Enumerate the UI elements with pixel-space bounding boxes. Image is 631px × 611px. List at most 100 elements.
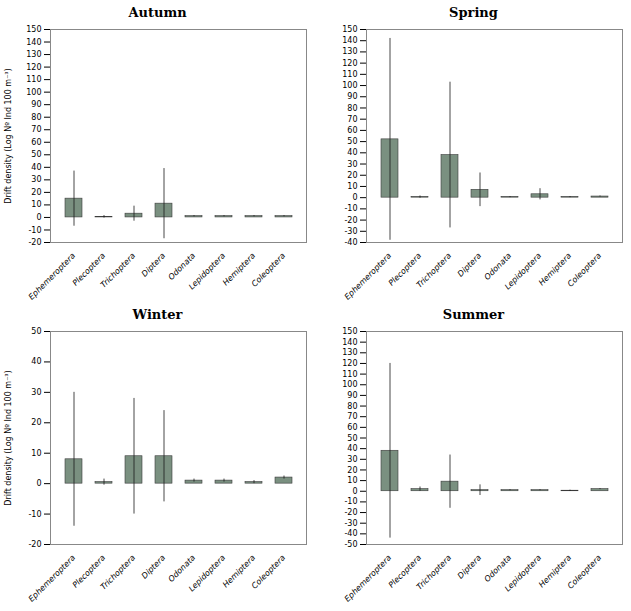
svg-text:Ephemeroptera: Ephemeroptera bbox=[26, 251, 77, 302]
svg-text:100: 100 bbox=[26, 88, 41, 97]
svg-text:Ephemeroptera: Ephemeroptera bbox=[342, 251, 393, 302]
svg-text:30: 30 bbox=[31, 388, 41, 397]
svg-text:110: 110 bbox=[342, 370, 357, 379]
svg-text:40: 40 bbox=[31, 357, 41, 366]
svg-text:30: 30 bbox=[31, 175, 41, 184]
svg-text:10: 10 bbox=[31, 449, 41, 458]
svg-text:0: 0 bbox=[352, 193, 357, 202]
svg-text:Plecoptera: Plecoptera bbox=[386, 553, 423, 590]
svg-text:Plecoptera: Plecoptera bbox=[70, 553, 107, 590]
svg-text:50: 50 bbox=[347, 137, 357, 146]
svg-text:120: 120 bbox=[342, 359, 357, 368]
svg-text:Diptera: Diptera bbox=[139, 553, 166, 580]
svg-text:Trichoptera: Trichoptera bbox=[98, 553, 137, 592]
svg-text:90: 90 bbox=[347, 391, 357, 400]
svg-text:50: 50 bbox=[31, 327, 41, 336]
svg-text:-30: -30 bbox=[344, 227, 357, 236]
svg-text:70: 70 bbox=[347, 412, 357, 421]
svg-text:130: 130 bbox=[342, 348, 357, 357]
svg-text:Lepidoptera: Lepidoptera bbox=[186, 553, 226, 593]
svg-text:120: 120 bbox=[342, 59, 357, 68]
svg-text:40: 40 bbox=[347, 444, 357, 453]
svg-text:-10: -10 bbox=[344, 497, 357, 506]
svg-text:Diptera: Diptera bbox=[455, 251, 482, 278]
svg-text:150: 150 bbox=[342, 327, 357, 336]
svg-text:Ephemeroptera: Ephemeroptera bbox=[342, 553, 393, 604]
svg-text:60: 60 bbox=[31, 138, 41, 147]
svg-text:Diptera: Diptera bbox=[139, 251, 166, 278]
svg-text:40: 40 bbox=[347, 148, 357, 157]
svg-text:Trichoptera: Trichoptera bbox=[414, 553, 453, 592]
svg-text:20: 20 bbox=[31, 418, 41, 427]
svg-text:140: 140 bbox=[342, 338, 357, 347]
svg-text:20: 20 bbox=[31, 188, 41, 197]
svg-text:20: 20 bbox=[347, 466, 357, 475]
svg-text:Trichoptera: Trichoptera bbox=[414, 251, 453, 290]
svg-text:100: 100 bbox=[342, 380, 357, 389]
svg-text:Hemiptera: Hemiptera bbox=[220, 553, 257, 590]
svg-text:Coleoptera: Coleoptera bbox=[249, 251, 286, 288]
svg-text:Drift density (Log Nº Ind 100: Drift density (Log Nº Ind 100 m⁻³) bbox=[4, 370, 13, 505]
svg-text:-20: -20 bbox=[344, 216, 357, 225]
svg-text:Coleoptera: Coleoptera bbox=[565, 553, 602, 590]
svg-text:Diptera: Diptera bbox=[455, 553, 482, 580]
svg-text:Trichoptera: Trichoptera bbox=[98, 251, 137, 290]
svg-text:150: 150 bbox=[342, 25, 357, 34]
svg-text:10: 10 bbox=[347, 182, 357, 191]
svg-text:70: 70 bbox=[31, 125, 41, 134]
svg-text:20: 20 bbox=[347, 171, 357, 180]
svg-text:30: 30 bbox=[347, 455, 357, 464]
svg-text:-50: -50 bbox=[344, 540, 357, 549]
svg-text:140: 140 bbox=[342, 36, 357, 45]
svg-text:Coleoptera: Coleoptera bbox=[249, 553, 286, 590]
svg-text:140: 140 bbox=[26, 38, 41, 47]
svg-text:60: 60 bbox=[347, 126, 357, 135]
svg-text:110: 110 bbox=[26, 75, 41, 84]
svg-text:80: 80 bbox=[31, 113, 41, 122]
svg-text:Odonata: Odonata bbox=[482, 553, 513, 584]
svg-text:Plecoptera: Plecoptera bbox=[70, 251, 107, 288]
svg-text:0: 0 bbox=[352, 487, 357, 496]
svg-text:30: 30 bbox=[347, 160, 357, 169]
svg-text:-30: -30 bbox=[344, 519, 357, 528]
svg-text:Hemiptera: Hemiptera bbox=[536, 251, 573, 288]
svg-text:0: 0 bbox=[36, 213, 41, 222]
svg-text:50: 50 bbox=[31, 150, 41, 159]
svg-text:-40: -40 bbox=[344, 529, 357, 538]
svg-text:-10: -10 bbox=[28, 226, 41, 235]
svg-text:10: 10 bbox=[31, 200, 41, 209]
svg-text:90: 90 bbox=[347, 92, 357, 101]
svg-text:Odonata: Odonata bbox=[166, 251, 197, 282]
svg-text:110: 110 bbox=[342, 70, 357, 79]
svg-text:Coleoptera: Coleoptera bbox=[565, 251, 602, 288]
svg-text:-40: -40 bbox=[344, 238, 357, 247]
svg-text:120: 120 bbox=[26, 63, 41, 72]
svg-text:130: 130 bbox=[342, 47, 357, 56]
svg-text:Ephemeroptera: Ephemeroptera bbox=[26, 553, 77, 604]
svg-text:10: 10 bbox=[347, 476, 357, 485]
svg-text:50: 50 bbox=[347, 434, 357, 443]
svg-text:-20: -20 bbox=[344, 508, 357, 517]
svg-text:40: 40 bbox=[31, 163, 41, 172]
svg-text:100: 100 bbox=[342, 81, 357, 90]
svg-text:80: 80 bbox=[347, 104, 357, 113]
svg-text:0: 0 bbox=[36, 479, 41, 488]
svg-text:Odonata: Odonata bbox=[482, 251, 513, 282]
svg-text:Drift density (Log Nº Ind 100: Drift density (Log Nº Ind 100 m⁻³) bbox=[4, 68, 13, 203]
svg-text:Plecoptera: Plecoptera bbox=[386, 251, 423, 288]
svg-text:150: 150 bbox=[26, 25, 41, 34]
svg-text:-20: -20 bbox=[28, 540, 41, 549]
svg-text:70: 70 bbox=[347, 115, 357, 124]
svg-text:60: 60 bbox=[347, 423, 357, 432]
svg-text:-10: -10 bbox=[28, 510, 41, 519]
svg-text:Lepidoptera: Lepidoptera bbox=[502, 553, 542, 593]
svg-text:Odonata: Odonata bbox=[166, 553, 197, 584]
svg-text:90: 90 bbox=[31, 100, 41, 109]
svg-text:130: 130 bbox=[26, 50, 41, 59]
svg-text:Lepidoptera: Lepidoptera bbox=[186, 251, 226, 291]
svg-text:-20: -20 bbox=[28, 238, 41, 247]
svg-text:-10: -10 bbox=[344, 204, 357, 213]
svg-text:Lepidoptera: Lepidoptera bbox=[502, 251, 542, 291]
svg-text:Hemiptera: Hemiptera bbox=[220, 251, 257, 288]
svg-text:80: 80 bbox=[347, 402, 357, 411]
